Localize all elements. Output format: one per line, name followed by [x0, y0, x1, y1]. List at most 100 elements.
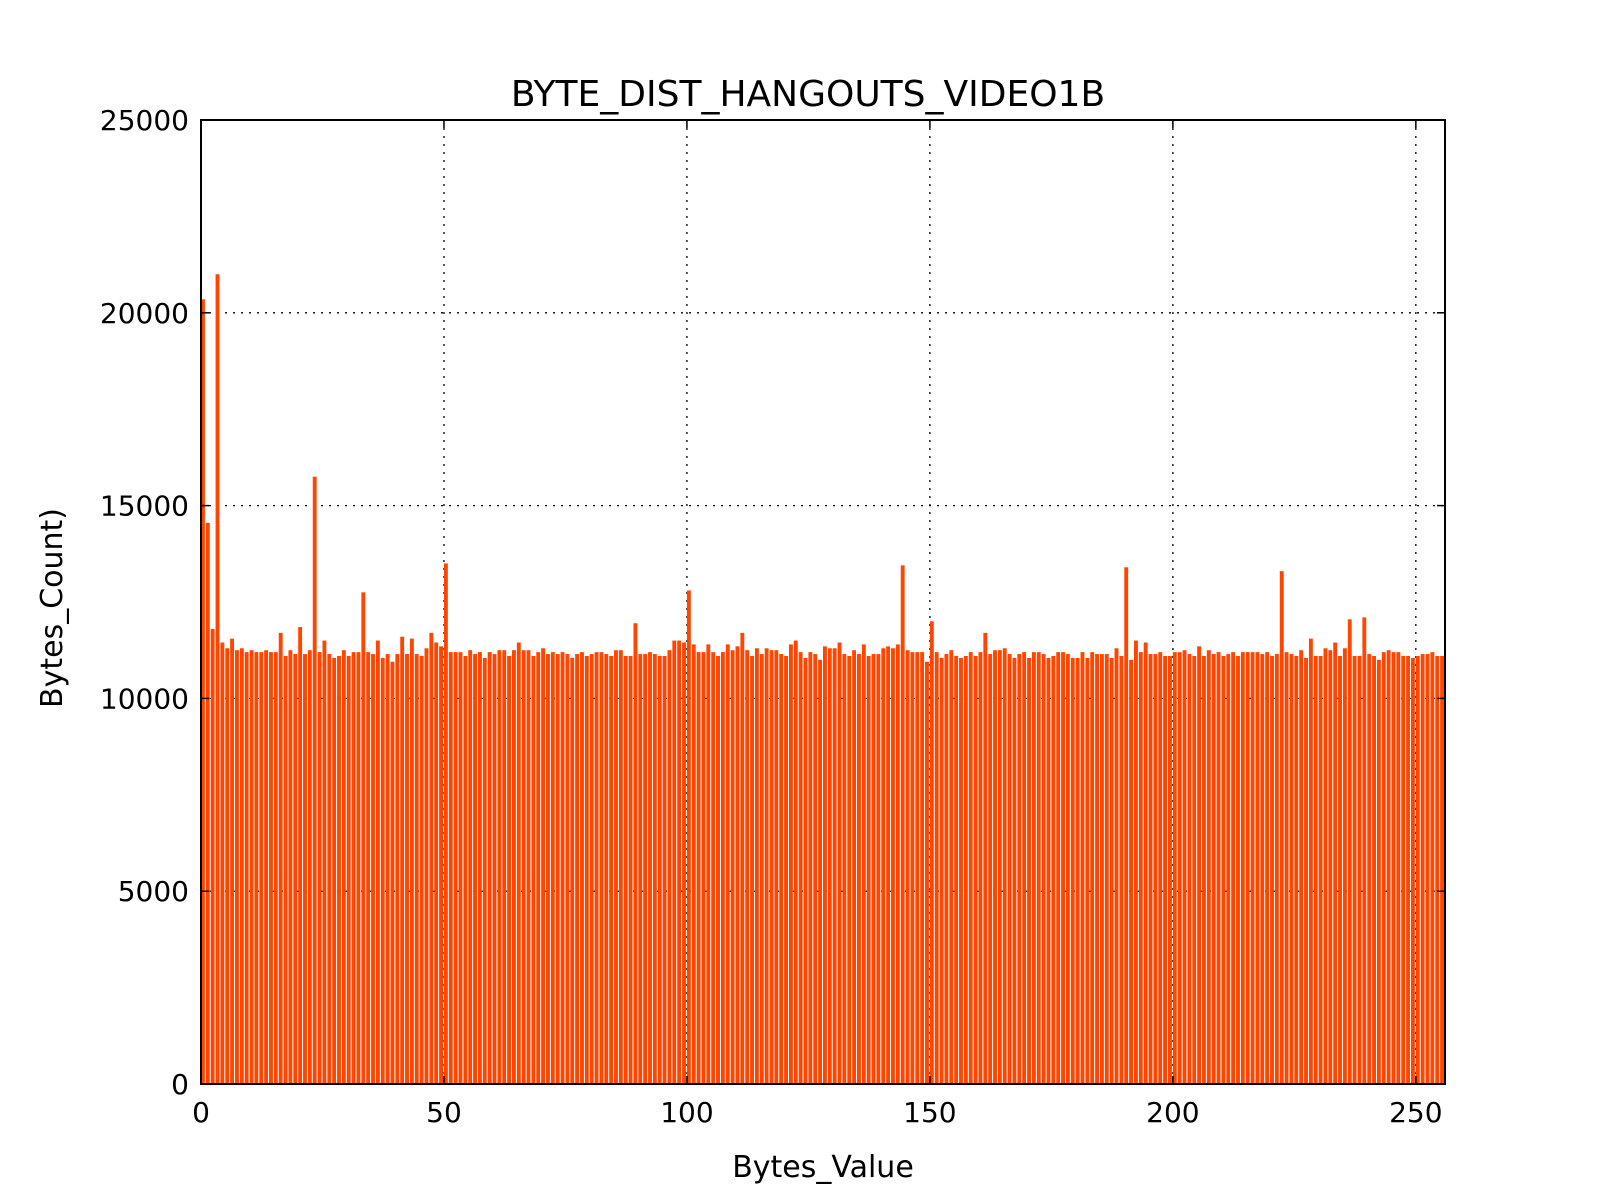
bar	[1265, 652, 1270, 1084]
bar	[1099, 654, 1104, 1084]
bar	[1410, 657, 1415, 1084]
bar	[861, 644, 866, 1084]
bar	[1129, 659, 1134, 1084]
bar	[983, 632, 988, 1084]
bar	[1401, 655, 1406, 1084]
bar	[677, 640, 682, 1084]
bar	[866, 655, 871, 1084]
bar	[580, 652, 584, 1084]
bar	[512, 650, 516, 1084]
bar	[1134, 640, 1138, 1084]
bar	[264, 650, 269, 1084]
bar	[891, 648, 895, 1084]
bar	[1104, 654, 1109, 1084]
bar	[1367, 654, 1372, 1084]
bar	[1236, 655, 1240, 1084]
bar	[468, 650, 473, 1084]
bar	[448, 652, 453, 1084]
bar	[409, 638, 414, 1084]
bar	[837, 642, 842, 1084]
bar	[492, 654, 497, 1084]
bar	[341, 650, 346, 1084]
bar	[1168, 655, 1172, 1084]
bar	[871, 654, 876, 1084]
bar	[1391, 652, 1396, 1084]
bar	[818, 659, 823, 1084]
bar	[1182, 650, 1187, 1084]
bar	[361, 592, 366, 1084]
bar	[954, 655, 959, 1084]
bar	[886, 646, 891, 1084]
bar	[414, 654, 419, 1084]
bar	[609, 655, 614, 1084]
bar	[1216, 652, 1221, 1084]
bar	[1372, 655, 1376, 1084]
bar	[1270, 655, 1274, 1084]
bar	[1318, 655, 1323, 1084]
bar	[905, 650, 910, 1084]
bar	[303, 654, 307, 1084]
bar	[269, 652, 273, 1084]
bar	[1187, 654, 1192, 1084]
bar	[1007, 654, 1012, 1084]
bar	[1231, 652, 1236, 1084]
bar	[400, 636, 405, 1084]
y-tick-labels: 0 5000 10000 15000 20000 25000	[100, 104, 189, 1101]
bar	[589, 654, 594, 1084]
bar	[920, 652, 925, 1084]
bar	[249, 650, 254, 1084]
bar	[1172, 652, 1177, 1084]
bar	[439, 646, 443, 1084]
bar	[1075, 657, 1080, 1084]
bar	[220, 642, 225, 1084]
bar	[788, 644, 793, 1084]
bar	[1109, 657, 1114, 1084]
bar	[1342, 648, 1347, 1084]
bar	[978, 652, 983, 1084]
bar	[1211, 654, 1216, 1084]
bar	[278, 632, 283, 1084]
bar	[215, 274, 220, 1084]
bar	[507, 655, 512, 1084]
plot-frame	[200, 119, 1446, 1085]
bar	[594, 652, 599, 1084]
bar	[584, 655, 589, 1084]
bar	[1279, 571, 1284, 1084]
bar	[662, 655, 667, 1084]
bar	[1396, 652, 1401, 1084]
bar	[1406, 655, 1411, 1084]
bar	[1357, 655, 1362, 1084]
bar	[1095, 654, 1100, 1084]
bar	[1250, 652, 1255, 1084]
bar	[1376, 659, 1381, 1084]
bar	[648, 652, 652, 1084]
bar	[307, 650, 312, 1084]
bar	[720, 652, 725, 1084]
bar	[725, 644, 730, 1084]
bar	[759, 654, 764, 1084]
bar	[1070, 657, 1075, 1084]
bar	[230, 638, 235, 1084]
bar	[1027, 657, 1031, 1084]
bar	[1114, 648, 1119, 1084]
bar	[604, 654, 609, 1084]
bar	[730, 650, 735, 1084]
bar	[1090, 652, 1095, 1084]
bar	[852, 650, 857, 1084]
bar	[803, 657, 808, 1084]
bar	[1192, 655, 1197, 1084]
bar	[1240, 652, 1245, 1084]
bar	[380, 657, 385, 1084]
bar	[1352, 655, 1357, 1084]
bar	[1435, 655, 1440, 1084]
bar	[1255, 652, 1260, 1084]
y-tick-label: 10000	[100, 682, 189, 715]
bar	[254, 652, 259, 1084]
bar	[293, 654, 298, 1084]
bar	[434, 642, 439, 1084]
bar	[210, 628, 215, 1084]
bar	[463, 655, 468, 1084]
bar	[283, 655, 288, 1084]
y-tick-label: 25000	[100, 104, 189, 137]
bar	[939, 657, 944, 1084]
